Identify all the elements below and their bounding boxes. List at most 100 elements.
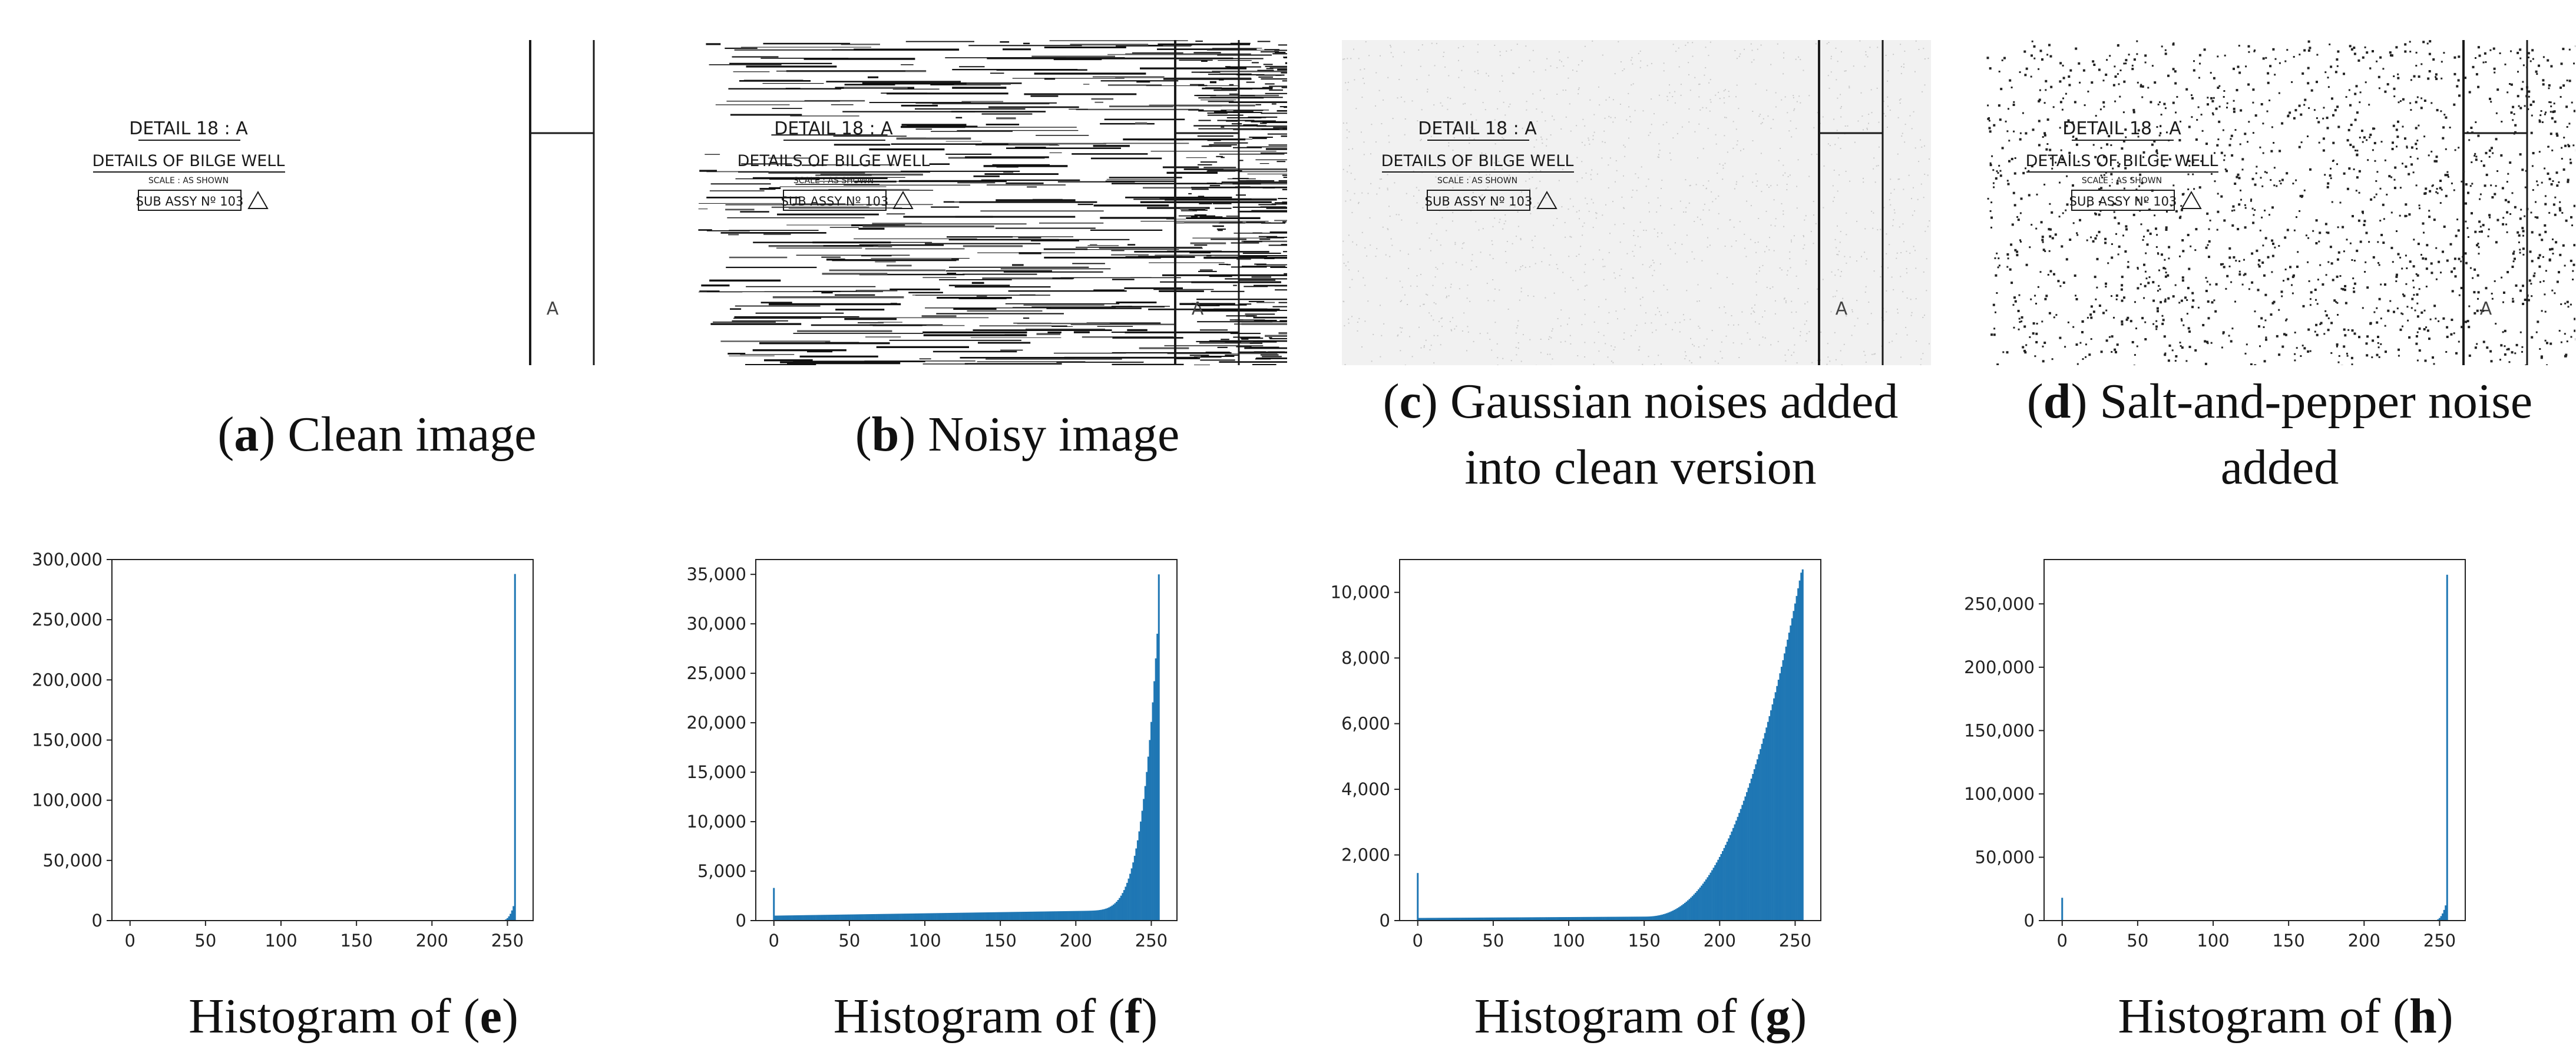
- noise-speck: [1822, 279, 1824, 280]
- noise-speck: [2561, 147, 2563, 149]
- noise-speck: [1744, 247, 1746, 249]
- noise-speck: [2233, 209, 2236, 211]
- noise-speck: [1512, 243, 1513, 244]
- noise-streak: [1149, 262, 1225, 263]
- histogram-bar: [1554, 917, 1556, 921]
- noise-speck: [1711, 191, 1712, 193]
- noise-speck: [1777, 43, 1778, 45]
- noise-speck: [1746, 200, 1748, 202]
- noise-speck: [2446, 259, 2449, 262]
- noise-streak: [915, 128, 932, 130]
- noise-speck: [2540, 355, 2543, 358]
- noise-speck: [1767, 115, 1769, 117]
- y-tick-label: 5,000: [697, 861, 746, 881]
- noise-speck: [2137, 267, 2139, 269]
- noise-speck: [2210, 342, 2213, 344]
- noise-speck: [2471, 161, 2473, 163]
- noise-speck: [2012, 104, 2015, 106]
- histogram-bar: [1639, 916, 1641, 921]
- noise-speck: [1563, 65, 1565, 67]
- noise-speck: [1474, 71, 1476, 72]
- noise-speck: [1517, 211, 1519, 213]
- noise-speck: [1899, 102, 1901, 104]
- noise-speck: [1887, 127, 1888, 128]
- noise-streak: [746, 65, 837, 68]
- noise-speck: [2438, 260, 2441, 263]
- noise-speck: [2331, 97, 2333, 100]
- noise-speck: [1636, 325, 1638, 326]
- noise-speck: [1717, 173, 1718, 174]
- histogram-bar: [1768, 716, 1771, 921]
- noise-speck: [1360, 131, 1362, 133]
- noise-speck: [1927, 58, 1929, 59]
- noise-streak: [866, 241, 932, 243]
- noise-speck: [2267, 256, 2270, 259]
- noise-speck: [2125, 228, 2128, 231]
- histogram-bar: [1449, 918, 1450, 921]
- noise-speck: [1397, 97, 1398, 99]
- noise-speck: [1800, 102, 1801, 104]
- noise-speck: [1343, 263, 1345, 264]
- histogram-bar: [1780, 667, 1783, 921]
- noise-speck: [2035, 332, 2038, 335]
- noise-speck: [2475, 73, 2478, 76]
- noise-streak: [1265, 335, 1287, 337]
- noise-speck: [2029, 246, 2031, 249]
- noise-speck: [2158, 269, 2160, 272]
- noise-speck: [2207, 97, 2209, 99]
- noise-speck: [1421, 167, 1423, 168]
- noise-speck: [2496, 88, 2499, 91]
- noise-speck: [1994, 257, 1996, 259]
- noise-streak: [945, 153, 992, 155]
- noise-speck: [2263, 360, 2266, 363]
- noise-streak: [788, 207, 902, 209]
- noise-streak: [1155, 254, 1239, 256]
- noise-speck: [2326, 127, 2329, 130]
- noise-speck: [1648, 134, 1649, 136]
- noise-streak: [1013, 322, 1051, 324]
- noise-speck: [2356, 153, 2359, 156]
- histogram-bar: [1498, 917, 1500, 921]
- noise-speck: [2361, 210, 2364, 213]
- noise-speck: [1893, 209, 1895, 211]
- noise-streak: [1195, 40, 1203, 42]
- noise-speck: [1695, 184, 1697, 186]
- noise-speck: [2030, 75, 2032, 78]
- noise-speck: [1923, 48, 1924, 49]
- noise-speck: [2014, 300, 2017, 303]
- histogram-bar: [1761, 743, 1763, 921]
- histogram-bar: [1016, 912, 1018, 921]
- noise-speck: [2471, 183, 2474, 185]
- noise-speck: [2225, 287, 2227, 290]
- noise-streak: [986, 184, 1066, 186]
- noise-speck: [2048, 228, 2051, 231]
- noise-speck: [2478, 246, 2480, 249]
- noise-streak: [1188, 109, 1204, 111]
- noise-speck: [1387, 174, 1388, 176]
- noise-speck: [1568, 77, 1569, 79]
- noise-speck: [1423, 303, 1424, 305]
- gaussian-noise-layer: [1342, 40, 1930, 365]
- noise-streak: [1282, 80, 1287, 82]
- noise-speck: [2109, 184, 2111, 187]
- noise-speck: [1702, 185, 1704, 186]
- noise-streak: [823, 245, 874, 247]
- noise-speck: [2550, 183, 2553, 186]
- noise-speck: [1604, 266, 1606, 267]
- noise-speck: [2110, 144, 2112, 146]
- histogram-bar: [1774, 692, 1777, 921]
- noise-speck: [1389, 216, 1391, 217]
- histogram-bar: [1795, 595, 1798, 921]
- noise-streak: [793, 360, 925, 362]
- noise-streak: [922, 363, 968, 365]
- noise-speck: [2530, 211, 2532, 214]
- noise-speck: [1813, 243, 1814, 244]
- noise-speck: [2138, 185, 2141, 187]
- x-tick-label: 150: [340, 931, 372, 951]
- noise-speck: [1387, 187, 1388, 189]
- noise-streak: [1205, 87, 1222, 89]
- noise-speck: [2409, 155, 2412, 158]
- noise-speck: [2552, 203, 2555, 206]
- noise-speck: [2491, 147, 2493, 150]
- noise-speck: [2395, 128, 2398, 131]
